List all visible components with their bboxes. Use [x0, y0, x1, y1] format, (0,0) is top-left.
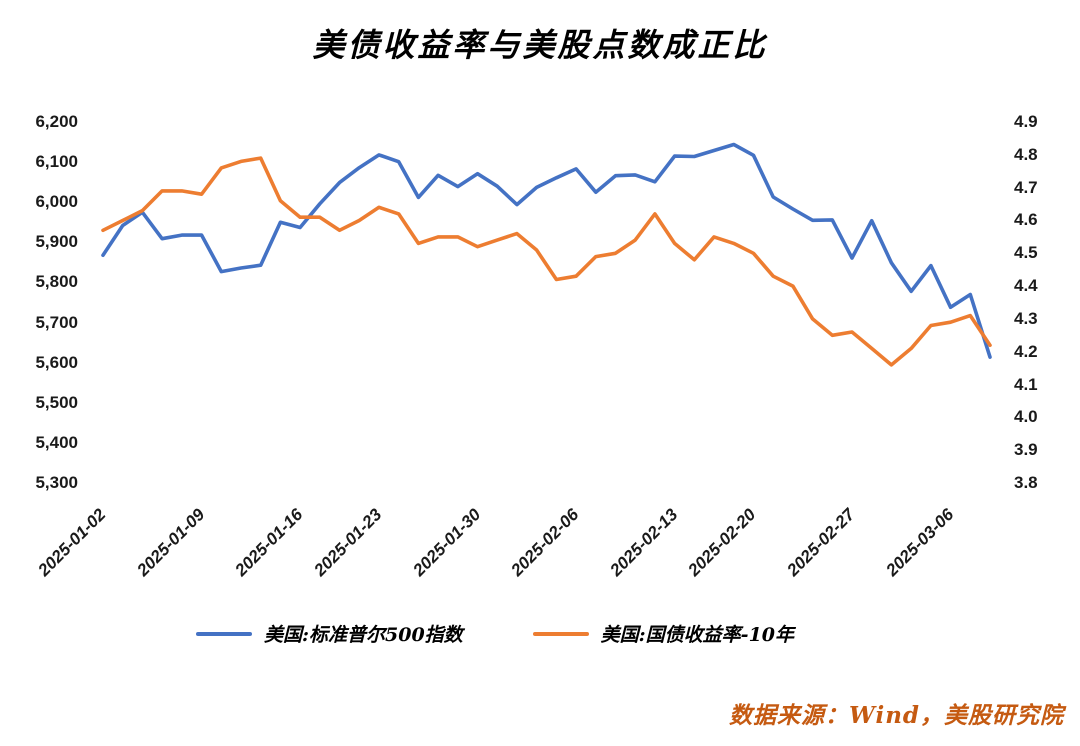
x-axis-tick-label: 2025-01-16 [231, 504, 307, 580]
y-axis-tick-label: 6,200 [35, 112, 78, 131]
y-axis-tick-label: 5,900 [35, 232, 78, 252]
x-axis-tick-label: 2025-02-06 [507, 504, 583, 580]
y-axis-tick-label: 5,400 [35, 432, 78, 452]
x-axis-tick-label: 2025-02-13 [606, 504, 681, 580]
line-chart-plot [101, 142, 992, 367]
y-axis-tick-label: 5,300 [35, 473, 78, 492]
x-axis-tick-label: 2025-03-06 [881, 504, 957, 580]
y-axis-tick-label: 6,000 [35, 192, 78, 212]
y-axis-tick-label: 4.5 [1014, 243, 1038, 263]
y-axis-tick-label: 3.9 [1014, 440, 1038, 460]
y-axis-tick-label: 4.8 [1014, 144, 1038, 164]
legend-item-sp500: 美国:标准普尔500指数 [195, 620, 463, 647]
y-axis-tick-label: 5,600 [35, 352, 78, 372]
sp500-legend-label: 美国:标准普尔500指数 [263, 624, 463, 646]
sp500-line-series [101, 142, 992, 359]
x-axis-tick-label: 2025-02-20 [684, 504, 760, 580]
treasury-yield-line-series [101, 156, 992, 367]
x-axis-tick-label: 2025-01-30 [408, 504, 484, 580]
sp500-legend-line-marker [195, 631, 252, 636]
treasury-yield-legend-label: 美国:国债收益率-10年 [600, 624, 795, 646]
x-axis-tick-label: 2025-01-02 [34, 504, 110, 580]
y-axis-tick-label: 4.2 [1014, 341, 1038, 361]
y-axis-tick-label: 5,700 [35, 312, 78, 332]
y-axis-tick-label: 4.9 [1014, 112, 1038, 131]
y-axis-tick-label: 4.4 [1014, 276, 1038, 296]
y-axis-tick-label: 5,500 [35, 392, 78, 412]
treasury-yield-legend-line-marker [532, 631, 589, 636]
chart-legend: 美国:标准普尔500指数 美国:国债收益率-10年 [0, 620, 1035, 647]
y-axis-tick-label: 3.8 [1014, 473, 1038, 492]
legend-item-treasury-yield: 美国:国债收益率-10年 [532, 620, 795, 647]
y-axis-tick-label: 6,100 [35, 152, 78, 172]
data-source-note: 数据来源：Wind，美股研究院 [729, 702, 1064, 729]
y-axis-tick-label: 5,800 [35, 272, 78, 292]
chart-title: 美债收益率与美股点数成正比 [312, 26, 768, 64]
y-axis-tick-label: 4.0 [1014, 407, 1038, 427]
x-axis-tick-label: 2025-02-27 [783, 504, 859, 580]
y-axis-tick-label: 4.1 [1014, 374, 1038, 394]
y-axis-tick-label: 4.7 [1014, 177, 1038, 197]
y-axis-tick-label: 4.6 [1014, 210, 1038, 230]
x-axis-tick-label: 2025-01-09 [132, 504, 208, 580]
y-axis-tick-label: 4.3 [1014, 308, 1038, 328]
x-axis-tick-label: 2025-01-23 [310, 504, 386, 580]
